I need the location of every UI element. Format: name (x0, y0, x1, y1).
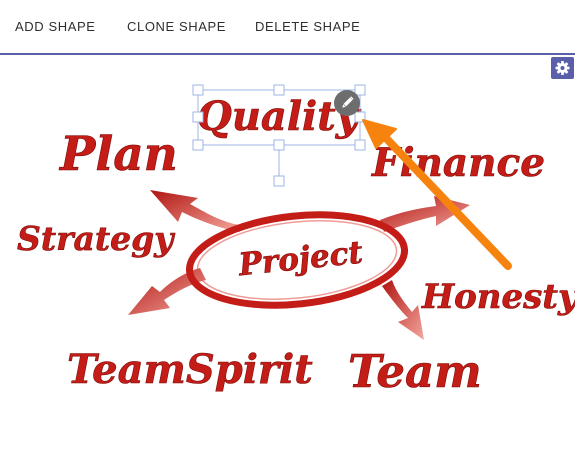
word-project[interactable]: Project (236, 234, 366, 284)
word-honesty[interactable]: Honesty (421, 277, 575, 318)
resize-handle[interactable] (273, 139, 285, 151)
toolbar: ADD SHAPE CLONE SHAPE DELETE SHAPE (0, 0, 575, 55)
toolbar-divider (0, 53, 575, 55)
diagram-arrow (128, 268, 206, 315)
diagram-arrow (382, 280, 424, 340)
project-ellipse (185, 211, 409, 309)
diagram-arrow (150, 190, 240, 232)
canvas[interactable]: Quality Plan Finance Strategy Project Ho… (0, 55, 575, 455)
selection-box[interactable] (192, 84, 366, 187)
resize-handle[interactable] (273, 84, 285, 96)
word-plan[interactable]: Plan (58, 127, 178, 183)
rotate-handle[interactable] (273, 175, 285, 187)
pencil-icon (342, 96, 354, 108)
annotation-arrow (362, 119, 512, 270)
clone-shape-button[interactable]: CLONE SHAPE (127, 19, 227, 34)
settings-button[interactable] (551, 57, 574, 79)
resize-handle[interactable] (192, 111, 204, 123)
word-teamspirit[interactable]: TeamSpirit (67, 346, 314, 394)
resize-handle[interactable] (354, 111, 366, 123)
gear-icon (555, 61, 570, 75)
resize-handle[interactable] (354, 139, 366, 151)
resize-handle[interactable] (354, 84, 366, 96)
word-team[interactable]: Team (348, 345, 482, 399)
resize-handle[interactable] (192, 139, 204, 151)
add-shape-button[interactable]: ADD SHAPE (15, 19, 96, 34)
word-strategy[interactable]: Strategy (17, 219, 177, 259)
edit-button[interactable] (334, 90, 360, 116)
resize-handle[interactable] (192, 84, 204, 96)
delete-shape-button[interactable]: DELETE SHAPE (255, 19, 361, 34)
